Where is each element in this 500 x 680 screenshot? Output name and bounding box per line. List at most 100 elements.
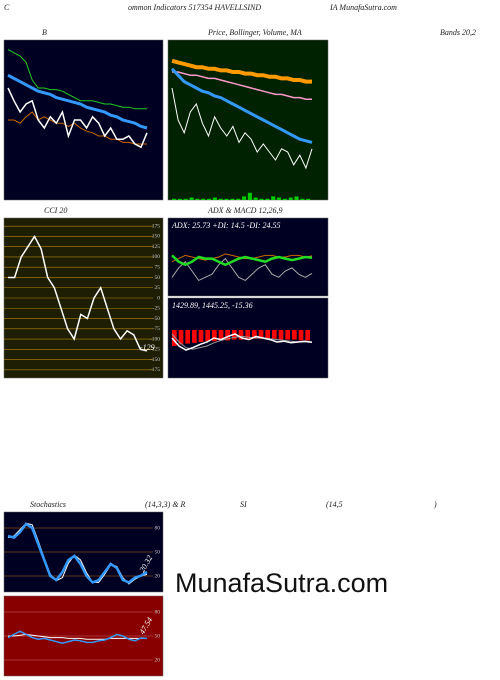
caption: Price, Bollinger, Volume, MA — [207, 28, 302, 37]
y-tick-label: 125 — [152, 244, 161, 250]
bar — [236, 198, 241, 200]
bar — [292, 330, 297, 340]
line — [171, 58, 312, 84]
bar — [192, 330, 197, 343]
annotation: 1429.89, 1445.25, -15.36 — [172, 301, 253, 310]
y-tick-label: -175 — [150, 367, 160, 373]
line — [8, 633, 147, 640]
bar — [285, 330, 290, 340]
bar — [288, 197, 293, 200]
annotation: ADX: 25.73 +DI: 14.5 -DI: 24.55 — [171, 221, 281, 230]
bar — [201, 198, 206, 200]
bar — [189, 197, 194, 200]
caption: ) — [433, 500, 437, 509]
panel — [3, 39, 164, 201]
y-tick-label: 0 — [157, 295, 160, 301]
y-tick-label: -75 — [153, 326, 161, 332]
header-b: ommon Indicators 517354 HAVELLSIND — [128, 3, 261, 12]
caption: Bands 20,2 — [440, 28, 476, 37]
y-tick-label: 175 — [152, 223, 161, 229]
bar — [195, 198, 200, 200]
bar — [185, 330, 190, 344]
line — [7, 522, 148, 585]
bar — [225, 330, 230, 341]
line — [7, 630, 148, 644]
header-a: C — [4, 3, 10, 12]
y-tick-label: 100 — [152, 254, 161, 260]
caption: SI — [240, 500, 247, 509]
bar — [212, 330, 217, 342]
bar — [183, 198, 188, 200]
line — [7, 522, 148, 584]
y-tick-label: 75 — [155, 264, 161, 270]
line — [171, 333, 313, 350]
header-c: IA MunafaSutra.com — [329, 3, 397, 12]
y-tick-label: 80 — [155, 525, 161, 531]
bar — [265, 330, 270, 339]
y-tick-label: -100 — [150, 336, 160, 342]
line — [171, 87, 313, 170]
line — [7, 49, 147, 110]
bar — [278, 330, 284, 340]
bar — [259, 198, 264, 200]
bar — [198, 330, 204, 342]
bar — [300, 198, 305, 200]
caption: (14,5 — [326, 500, 343, 509]
y-tick-label: 80 — [155, 609, 161, 615]
line — [7, 73, 148, 130]
caption: (14,3,3) & R — [145, 500, 186, 509]
bar — [247, 192, 252, 200]
y-tick-label: 20 — [155, 657, 161, 663]
y-tick-label: -50 — [153, 316, 161, 322]
y-tick-label: 150 — [152, 234, 161, 240]
bar — [253, 197, 258, 200]
bar — [230, 198, 235, 200]
bar — [265, 198, 270, 200]
bar — [242, 196, 247, 200]
caption: Stochastics — [30, 500, 66, 509]
y-tick-label: -25 — [153, 306, 161, 312]
bar — [238, 330, 244, 340]
bar — [207, 198, 212, 200]
bar — [258, 330, 264, 339]
line — [172, 71, 312, 100]
bar — [305, 330, 310, 341]
bar — [218, 330, 224, 341]
caption: B — [42, 28, 47, 37]
caption: CCI 20 — [44, 206, 67, 215]
bar — [271, 196, 276, 200]
bar — [212, 197, 217, 200]
y-tick-label: -125 — [150, 347, 160, 353]
line — [171, 257, 313, 282]
bar — [177, 198, 182, 200]
watermark: MunafaSutra.com — [175, 568, 388, 598]
y-tick-label: -150 — [150, 357, 160, 363]
bar — [277, 197, 282, 200]
line — [171, 254, 313, 267]
caption: ADX & MACD 12,26,9 — [207, 206, 282, 215]
bar — [218, 198, 223, 200]
bar — [245, 330, 250, 340]
bar — [272, 330, 277, 339]
bar — [294, 196, 299, 200]
line — [7, 87, 148, 149]
bar — [172, 198, 177, 200]
line — [171, 333, 313, 351]
annotation: -129 — [140, 343, 155, 352]
y-tick-label: 50 — [155, 549, 161, 555]
bar — [172, 330, 177, 346]
y-tick-label: 25 — [155, 285, 161, 291]
y-tick-label: 20 — [155, 573, 161, 579]
line — [8, 235, 148, 352]
line — [170, 67, 313, 144]
bar — [205, 330, 210, 342]
bar — [224, 198, 229, 200]
y-tick-label: 50 — [155, 633, 161, 639]
y-tick-label: 50 — [155, 275, 161, 281]
bar — [252, 330, 257, 339]
bar — [306, 198, 311, 200]
bar — [178, 330, 184, 345]
line — [8, 111, 147, 145]
bar — [298, 330, 304, 341]
